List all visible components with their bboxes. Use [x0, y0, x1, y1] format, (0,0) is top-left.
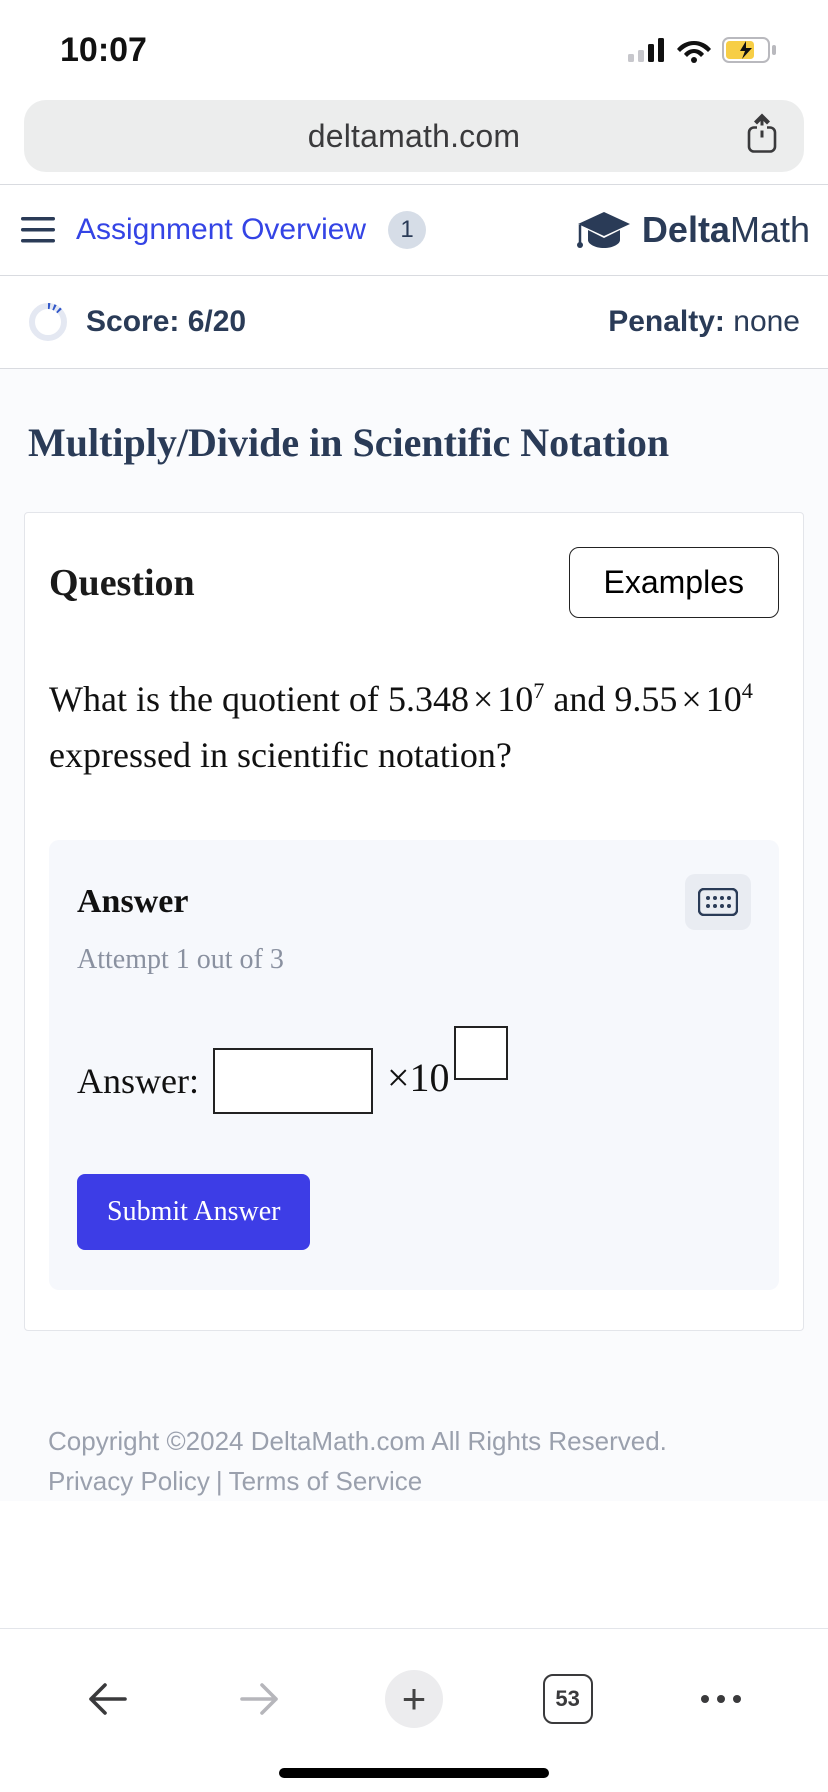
status-icons: [628, 37, 778, 63]
forward-arrow-icon: [240, 1681, 280, 1717]
q-exp-a: 7: [533, 678, 544, 703]
score-text: Score: 6/20: [86, 305, 246, 339]
status-bar: 10:07: [0, 0, 828, 100]
times-icon: ×: [677, 679, 705, 719]
question-card: Question Examples What is the quotient o…: [24, 512, 804, 1331]
separator: |: [210, 1466, 229, 1496]
logo-text: DeltaMath: [642, 209, 810, 251]
tabs-count: 53: [543, 1674, 593, 1724]
app-header: Assignment Overview 1 DeltaMath: [0, 184, 828, 276]
attempt-text: Attempt 1 out of 3: [77, 944, 751, 976]
logo[interactable]: DeltaMath: [576, 209, 810, 251]
share-button[interactable]: [744, 112, 780, 161]
answer-input-row: Answer: ×10: [77, 1048, 751, 1114]
keyboard-button[interactable]: [685, 874, 751, 930]
submit-answer-button[interactable]: Submit Answer: [77, 1174, 310, 1250]
coefficient-input[interactable]: [213, 1048, 373, 1114]
answer-panel: Answer Attempt 1 out of 3 Answer: ×10 Su…: [49, 840, 779, 1290]
tabs-button[interactable]: 53: [533, 1664, 603, 1734]
q-coef-a: 5.348: [388, 679, 469, 719]
q-part: and: [544, 679, 614, 719]
exponent-input[interactable]: [454, 1026, 508, 1080]
q-part: expressed in scientific notation?: [49, 735, 512, 775]
topic-title: Multiply/Divide in Scientific Notation: [24, 419, 804, 466]
url-bar-area: deltamath.com: [0, 100, 828, 184]
url-text: deltamath.com: [24, 118, 804, 155]
menu-button[interactable]: [18, 210, 58, 250]
answer-prefix: Answer:: [77, 1060, 199, 1102]
x10-text: ×10: [387, 1054, 450, 1101]
browser-toolbar: + 53: [0, 1628, 828, 1768]
answer-title: Answer: [77, 883, 188, 921]
wifi-icon: [676, 37, 712, 63]
examples-button[interactable]: Examples: [569, 547, 780, 618]
times-icon: ×: [469, 679, 497, 719]
q-coef-b: 9.55: [614, 679, 677, 719]
hamburger-icon: [21, 217, 55, 243]
cap-icon: [576, 210, 632, 250]
new-tab-button[interactable]: +: [379, 1664, 449, 1734]
plus-icon: +: [385, 1670, 443, 1728]
assignment-overview-link[interactable]: Assignment Overview: [76, 213, 366, 247]
score-row: Score: 6/20 Penalty: none: [0, 276, 828, 369]
home-indicator: [279, 1768, 549, 1778]
back-arrow-icon: [87, 1681, 127, 1717]
question-heading: Question: [49, 561, 195, 605]
copyright-text: Copyright ©2024 DeltaMath.com All Rights…: [48, 1421, 794, 1461]
overview-badge: 1: [388, 211, 426, 249]
privacy-link[interactable]: Privacy Policy: [48, 1466, 210, 1496]
content-area: Multiply/Divide in Scientific Notation Q…: [0, 369, 828, 1501]
terms-link[interactable]: Terms of Service: [229, 1466, 423, 1496]
q-part: What is the quotient of: [49, 679, 388, 719]
url-bar[interactable]: deltamath.com: [24, 100, 804, 172]
question-text: What is the quotient of 5.348×107 and 9.…: [49, 672, 779, 784]
cellular-icon: [628, 38, 666, 62]
battery-charging-icon: [722, 37, 778, 63]
share-icon: [744, 112, 780, 156]
keyboard-icon: [698, 888, 738, 916]
penalty-text: Penalty: none: [608, 305, 800, 339]
progress-spinner-icon: [28, 302, 68, 342]
back-button[interactable]: [72, 1664, 142, 1734]
clock: 10:07: [60, 31, 147, 70]
more-button[interactable]: [686, 1664, 756, 1734]
q-exp-b: 4: [742, 678, 753, 703]
more-icon: [699, 1693, 743, 1705]
footer: Copyright ©2024 DeltaMath.com All Rights…: [24, 1331, 804, 1502]
times-ten: ×10: [387, 1054, 508, 1108]
forward-button[interactable]: [225, 1664, 295, 1734]
